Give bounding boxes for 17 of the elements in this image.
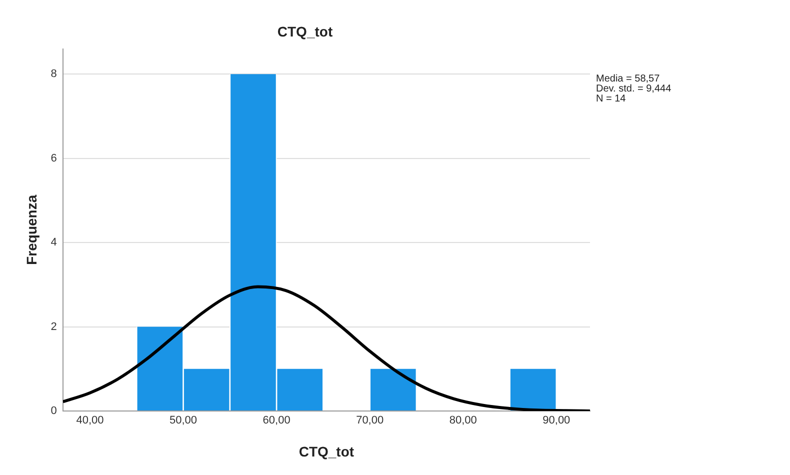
x-tick-label: 70,00 [356, 414, 384, 427]
text: N = 14 [596, 94, 626, 105]
x-tick-label: 90,00 [542, 414, 570, 427]
x-tick-label: 80,00 [449, 414, 477, 427]
y-tick-label: 8 [50, 68, 57, 80]
y-tick-label: 0 [50, 405, 57, 418]
y-tick-label: 2 [50, 320, 57, 333]
y-axis-title: Frequenza [23, 194, 40, 265]
text: Dev. std. = 9,444 [596, 84, 672, 95]
text: Media = 58,57 [596, 74, 660, 85]
y-tick-label: 6 [50, 152, 57, 164]
y-tick-label: 4 [50, 236, 57, 249]
x-tick-label: 60,00 [262, 414, 290, 427]
chart-title: CTQ_tot [277, 23, 333, 40]
x-tick-label: 40,00 [76, 414, 104, 427]
x-tick-label: 50,00 [169, 414, 198, 427]
x-axis-title: CTQ_tot [298, 443, 354, 460]
